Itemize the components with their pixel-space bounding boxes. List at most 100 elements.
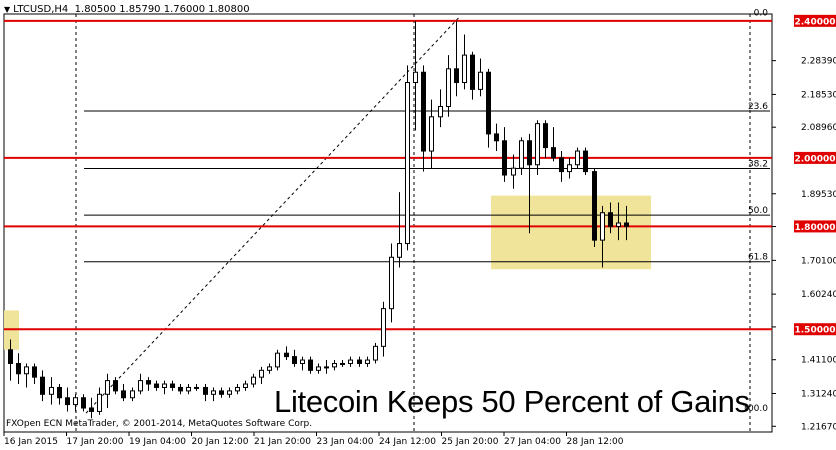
level-price-tag-bg bbox=[794, 220, 836, 233]
candle-body bbox=[162, 383, 167, 388]
candle-53 bbox=[438, 89, 443, 128]
candle-body bbox=[486, 71, 491, 135]
x-tick-label-8: 27 Jan 04:00 bbox=[504, 437, 561, 447]
candle-body bbox=[446, 68, 451, 108]
y-tick-label-8: 1.41100 bbox=[801, 356, 836, 366]
fib-label-0: 0.0 bbox=[754, 8, 769, 18]
level-price-tag-3: 1.50000 bbox=[794, 323, 836, 336]
candle-body bbox=[494, 133, 499, 142]
candle-body bbox=[583, 150, 588, 173]
candle-body bbox=[357, 359, 362, 364]
candle-5 bbox=[49, 377, 54, 405]
candle-body bbox=[32, 366, 37, 378]
fib-label-5: 100.0 bbox=[742, 404, 768, 414]
candle-2 bbox=[24, 363, 29, 388]
candle-47 bbox=[389, 243, 394, 323]
candle-27 bbox=[227, 387, 232, 398]
candle-body bbox=[243, 383, 248, 388]
candle-57 bbox=[470, 51, 475, 100]
candle-41 bbox=[340, 360, 345, 367]
candle-body bbox=[146, 380, 151, 385]
candle-45 bbox=[373, 342, 378, 364]
candle-65 bbox=[535, 120, 540, 176]
candle-64 bbox=[527, 133, 532, 234]
candle-70 bbox=[575, 147, 580, 169]
candle-body bbox=[292, 356, 297, 364]
candle-body bbox=[413, 71, 418, 84]
candle-6 bbox=[57, 384, 62, 405]
candle-1 bbox=[16, 353, 21, 385]
candle-body bbox=[65, 397, 70, 406]
candle-68 bbox=[559, 151, 564, 182]
candle-body bbox=[81, 397, 86, 409]
candle-body bbox=[308, 359, 313, 371]
level-price-tag-bg bbox=[794, 323, 836, 336]
x-tick-label-6: 24 Jan 12:00 bbox=[379, 437, 436, 447]
candle-37 bbox=[308, 356, 313, 374]
candle-58 bbox=[478, 58, 483, 97]
candle-74 bbox=[608, 202, 613, 234]
fib-label-1: 23.6 bbox=[748, 102, 768, 112]
dropdown-triangle-icon[interactable]: ▼ bbox=[4, 5, 11, 14]
candle-body bbox=[519, 140, 524, 169]
candle-body bbox=[24, 366, 29, 375]
level-price-tag-text: 2.40000 bbox=[795, 17, 836, 27]
level-price-tag-text: 2.00000 bbox=[795, 154, 836, 164]
x-tick-label-3: 20 Jan 12:00 bbox=[192, 437, 249, 447]
candle-30 bbox=[251, 373, 256, 388]
candle-body bbox=[316, 366, 321, 371]
candle-39 bbox=[324, 360, 329, 374]
candle-29 bbox=[243, 380, 248, 391]
candle-body bbox=[284, 352, 289, 358]
candle-73 bbox=[600, 205, 605, 268]
candle-13 bbox=[113, 377, 118, 395]
fib-label-2: 38.2 bbox=[748, 160, 768, 170]
candle-14 bbox=[121, 384, 126, 402]
candle-body bbox=[324, 366, 329, 369]
candle-8 bbox=[73, 394, 78, 412]
candle-20 bbox=[170, 380, 175, 391]
candle-75 bbox=[616, 202, 621, 241]
candle-56 bbox=[462, 34, 467, 90]
candle-18 bbox=[154, 380, 159, 391]
candle-body bbox=[365, 359, 370, 364]
candle-26 bbox=[219, 387, 224, 398]
candle-48 bbox=[397, 192, 402, 268]
overlay-title: Litecoin Keeps 50 Percent of Gains bbox=[274, 384, 750, 419]
level-price-tag-text: 1.50000 bbox=[795, 326, 836, 336]
candle-body bbox=[421, 71, 426, 152]
candle-40 bbox=[332, 360, 337, 371]
candle-42 bbox=[348, 356, 353, 367]
candle-11 bbox=[97, 387, 102, 415]
support-zone bbox=[491, 195, 651, 270]
x-tick-label-2: 19 Jan 04:00 bbox=[129, 437, 186, 447]
candle-body bbox=[559, 157, 564, 173]
candle-body bbox=[470, 54, 475, 90]
candle-51 bbox=[421, 65, 426, 172]
candle-69 bbox=[567, 157, 572, 179]
candle-body bbox=[8, 349, 13, 364]
candle-body bbox=[186, 386, 191, 392]
candle-body bbox=[267, 366, 272, 371]
candle-63 bbox=[519, 137, 524, 176]
candle-9 bbox=[81, 394, 86, 412]
candle-body bbox=[348, 359, 353, 364]
candle-body bbox=[203, 386, 208, 395]
candle-body bbox=[40, 376, 45, 395]
candle-body bbox=[478, 71, 483, 90]
candle-body bbox=[405, 82, 410, 245]
x-tick-label-5: 23 Jan 04:00 bbox=[317, 437, 374, 447]
candle-body bbox=[543, 123, 548, 149]
y-tick-label-9: 1.31240 bbox=[801, 389, 836, 399]
symbol-label: LTCUSD,H4 bbox=[13, 4, 69, 15]
candle-4 bbox=[40, 370, 45, 402]
candle-67 bbox=[551, 127, 556, 162]
candle-body bbox=[616, 222, 621, 227]
candle-66 bbox=[543, 120, 548, 158]
y-tick-label-3: 1.89530 bbox=[801, 190, 836, 200]
candle-body bbox=[502, 140, 507, 176]
candle-24 bbox=[203, 384, 208, 402]
level-price-tag-text: 1.80000 bbox=[795, 223, 836, 233]
